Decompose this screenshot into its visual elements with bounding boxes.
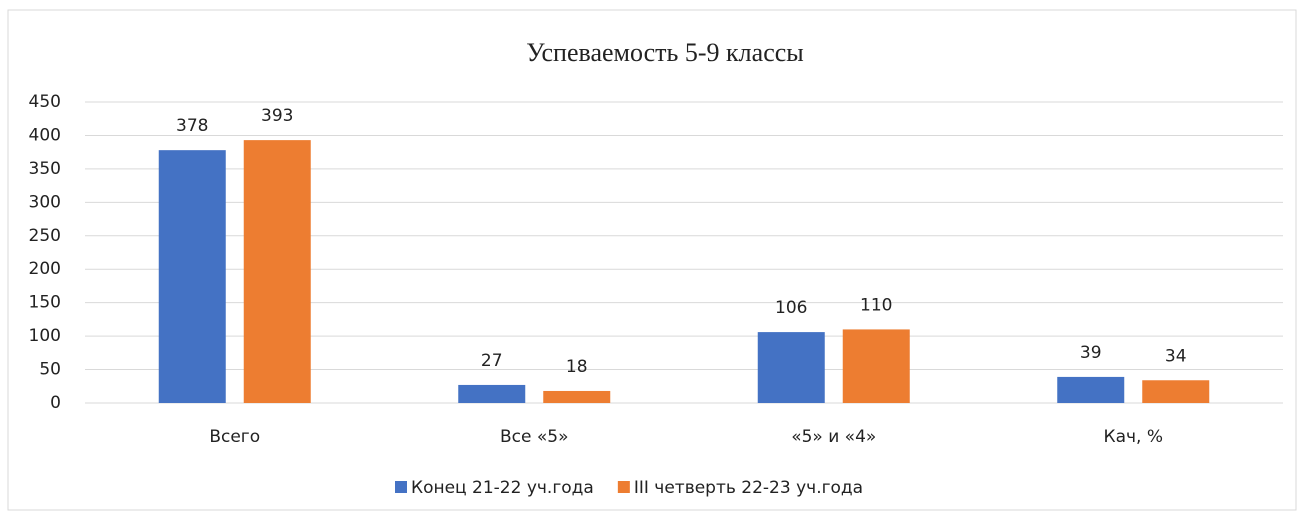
bar: [458, 384, 526, 403]
bar: [1057, 376, 1125, 403]
y-tick-label: 100: [29, 326, 61, 346]
bar: [243, 140, 311, 404]
bar: [757, 332, 825, 403]
x-tick-label: Все «5»: [500, 427, 569, 447]
x-tick-label: Всего: [209, 427, 260, 447]
data-label: 110: [860, 295, 892, 315]
legend-swatch: [617, 481, 630, 493]
data-label: 18: [566, 357, 588, 377]
y-tick-label: 250: [29, 226, 61, 246]
y-tick-label: 350: [29, 159, 61, 179]
legend-label: III четверть 22-23 уч.года: [634, 478, 863, 498]
y-tick-label: 0: [50, 393, 61, 413]
bar: [158, 150, 226, 403]
legend-label: Конец 21-22 уч.года: [411, 478, 594, 498]
data-label: 39: [1080, 343, 1102, 363]
y-tick-label: 200: [29, 259, 61, 279]
data-label: 34: [1165, 346, 1187, 366]
y-tick-label: 50: [39, 360, 61, 380]
y-tick-label: 400: [29, 125, 61, 145]
bar: [1142, 380, 1210, 403]
data-label: 27: [481, 351, 503, 371]
y-tick-label: 300: [29, 192, 61, 212]
y-tick-label: 450: [29, 92, 61, 112]
bar: [842, 329, 910, 403]
x-tick-label: Кач, %: [1104, 427, 1164, 447]
data-label: 106: [775, 298, 807, 318]
x-tick-label: «5» и «4»: [791, 427, 876, 447]
y-tick-label: 150: [29, 293, 61, 313]
bar: [543, 390, 611, 403]
data-label: 378: [176, 116, 208, 136]
chart-title: Успеваемость 5-9 классы: [526, 38, 804, 67]
legend-swatch: [395, 481, 407, 493]
data-label: 393: [261, 106, 293, 126]
